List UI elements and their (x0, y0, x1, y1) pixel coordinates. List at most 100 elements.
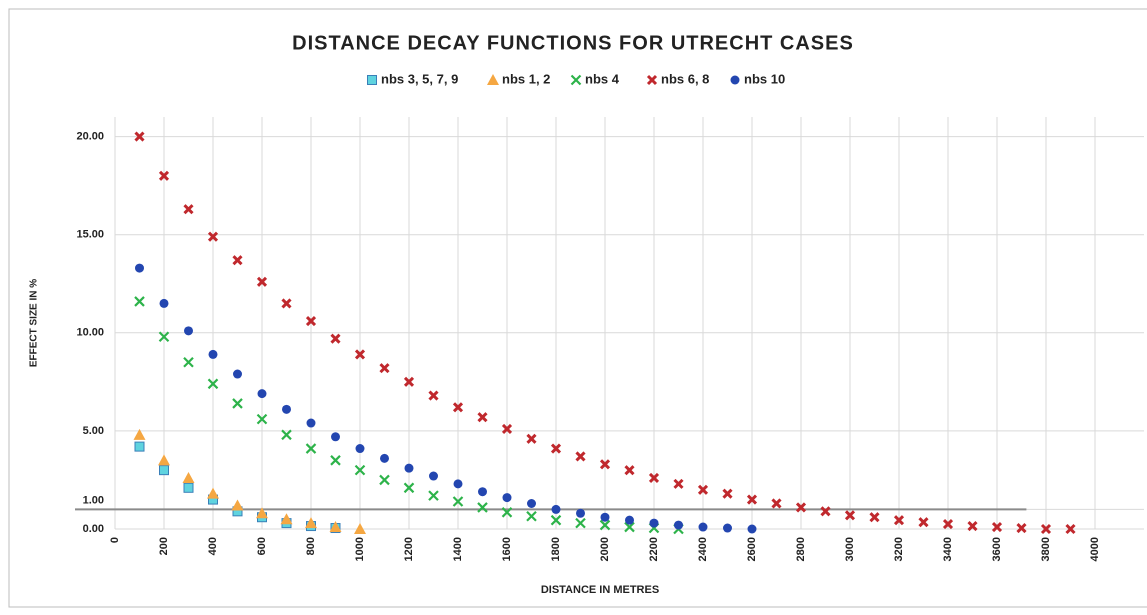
point (478, 487, 487, 497)
point (207, 487, 219, 499)
point (502, 493, 512, 503)
point (624, 465, 635, 476)
point (183, 482, 194, 493)
point (354, 349, 366, 360)
point (967, 520, 978, 532)
point (576, 508, 585, 518)
x-tick-label: 3800 (1040, 537, 1052, 561)
legend-marker (570, 74, 582, 86)
point (329, 521, 342, 533)
point (134, 296, 145, 307)
point (526, 433, 537, 444)
point (159, 298, 169, 308)
legend-marker (487, 74, 499, 85)
point (452, 496, 464, 507)
point (428, 390, 439, 401)
point (1016, 522, 1027, 534)
point (575, 517, 586, 529)
point (207, 378, 219, 390)
legend-label: nbs 6, 8 (661, 71, 709, 86)
point (404, 463, 414, 473)
x-tick-label: 2200 (648, 537, 660, 561)
point (281, 429, 292, 441)
x-tick-label: 3600 (991, 537, 1003, 561)
chart-title: DISTANCE DECAY FUNCTIONS FOR UTRECHT CAS… (292, 32, 854, 54)
point (698, 522, 708, 532)
point (452, 402, 464, 413)
point (232, 398, 243, 409)
point (184, 326, 193, 336)
x-tick-label: 3200 (893, 537, 905, 561)
x-tick-label: 1200 (403, 537, 415, 561)
point (305, 315, 317, 327)
x-tick-label: 1400 (452, 537, 464, 561)
legend-item: nbs 4 (570, 71, 620, 86)
x-tick-label: 1600 (501, 537, 513, 561)
point (991, 521, 1003, 533)
point (306, 418, 316, 428)
point (379, 363, 390, 374)
point (942, 519, 954, 530)
point (648, 472, 660, 484)
point (795, 502, 807, 513)
point (183, 356, 194, 368)
y-tick-label: 5.00 (83, 425, 104, 437)
x-tick-label: 3400 (942, 537, 954, 561)
x-tick-label: 200 (158, 537, 170, 555)
x-tick-label: 800 (305, 537, 317, 555)
legend-label: nbs 4 (585, 71, 620, 86)
point (674, 520, 683, 530)
point (257, 389, 267, 399)
legend-label: nbs 1, 2 (502, 71, 550, 86)
y-tick-label: 0.00 (83, 523, 104, 535)
point (771, 498, 782, 509)
point (233, 369, 242, 379)
point (354, 523, 366, 534)
point (429, 471, 438, 481)
legend-marker (367, 75, 377, 85)
point (918, 517, 929, 528)
point (133, 428, 146, 440)
point (501, 507, 513, 518)
point (281, 298, 292, 309)
legend-item: nbs 3, 5, 7, 9 (367, 71, 458, 86)
point (625, 515, 634, 525)
point (477, 412, 488, 423)
legend-label: nbs 3, 5, 7, 9 (381, 71, 458, 86)
legend-item: nbs 1, 2 (487, 71, 550, 86)
x-tick-label: 0 (109, 537, 121, 543)
point (330, 455, 341, 466)
point (844, 510, 856, 521)
point (403, 376, 415, 387)
y-tick-label: 15.00 (76, 229, 104, 241)
point (501, 423, 513, 435)
x-tick-label: 2800 (795, 537, 807, 561)
point (599, 459, 611, 470)
point (183, 204, 194, 215)
point (134, 441, 145, 452)
x-tick-label: 600 (256, 537, 268, 555)
legend-item: nbs 6, 8 (646, 71, 709, 86)
point (282, 404, 291, 414)
point (893, 515, 905, 526)
x-tick-label: 4000 (1089, 537, 1101, 561)
point (305, 517, 317, 529)
legend-item: nbs 10 (730, 71, 785, 86)
point (428, 490, 439, 501)
point (527, 498, 536, 508)
point (207, 231, 219, 242)
point (723, 523, 732, 533)
point (256, 507, 268, 519)
point (331, 432, 340, 442)
point (722, 488, 733, 499)
point (649, 518, 659, 528)
point (256, 276, 268, 287)
point (551, 504, 561, 514)
x-axis-label: DISTANCE IN METRES (541, 584, 659, 596)
point (135, 263, 144, 273)
x-tick-label: 2000 (599, 537, 611, 561)
point (231, 499, 244, 511)
point (403, 482, 415, 494)
point (600, 512, 610, 522)
y-axis-label: EFFECT SIZE IN % (29, 279, 40, 367)
